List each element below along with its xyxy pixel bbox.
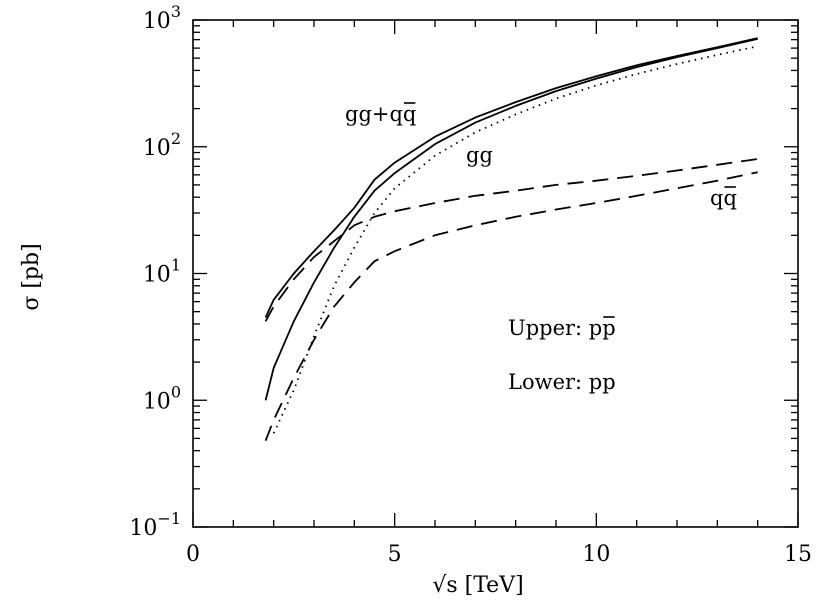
series-line-5 — [264, 171, 758, 442]
label-qqbar: qq — [710, 186, 737, 210]
y-tick-exponent: 3 — [171, 2, 181, 21]
series-line-2 — [264, 38, 758, 401]
x-tick-label: 15 — [784, 542, 812, 567]
antiquark-overlines — [403, 102, 736, 318]
axis-ticks — [192, 19, 799, 528]
y-tick-base: 10 — [143, 136, 171, 161]
y-tick-label: 102 — [143, 129, 181, 161]
y-tick-label: 100 — [143, 382, 181, 414]
x-axis-label: √s [TeV] — [432, 573, 523, 598]
legend-lower-pp: Lower: pp — [508, 370, 616, 394]
y-tick-base: 10 — [143, 389, 171, 414]
plot-frame — [192, 19, 799, 528]
x-tick-label: 5 — [388, 542, 402, 567]
series-line-3 — [272, 45, 758, 434]
y-axis-label: σ [pb] — [19, 243, 44, 310]
y-tick-exponent: 1 — [171, 256, 181, 275]
y-tick-label: 10−1 — [129, 509, 181, 541]
y-tick-base: 10 — [129, 516, 157, 541]
label-gg-plus-qqbar: gg+qq — [345, 102, 416, 126]
y-tick-exponent: −1 — [157, 509, 181, 528]
y-tick-exponent: 0 — [171, 382, 181, 401]
x-tick-label: 10 — [582, 542, 610, 567]
legend-upper-ppbar: Upper: pp — [508, 316, 616, 340]
y-tick-exponent: 2 — [171, 129, 181, 148]
y-tick-base: 10 — [143, 263, 171, 288]
label-gg: gg — [466, 143, 493, 167]
y-tick-label: 101 — [143, 256, 181, 288]
series-line-1 — [264, 37, 758, 318]
curves — [264, 37, 758, 442]
y-tick-base: 10 — [143, 9, 171, 34]
y-tick-label: 103 — [143, 2, 181, 34]
series-line-4 — [264, 158, 758, 322]
x-tick-label: 0 — [186, 542, 200, 567]
